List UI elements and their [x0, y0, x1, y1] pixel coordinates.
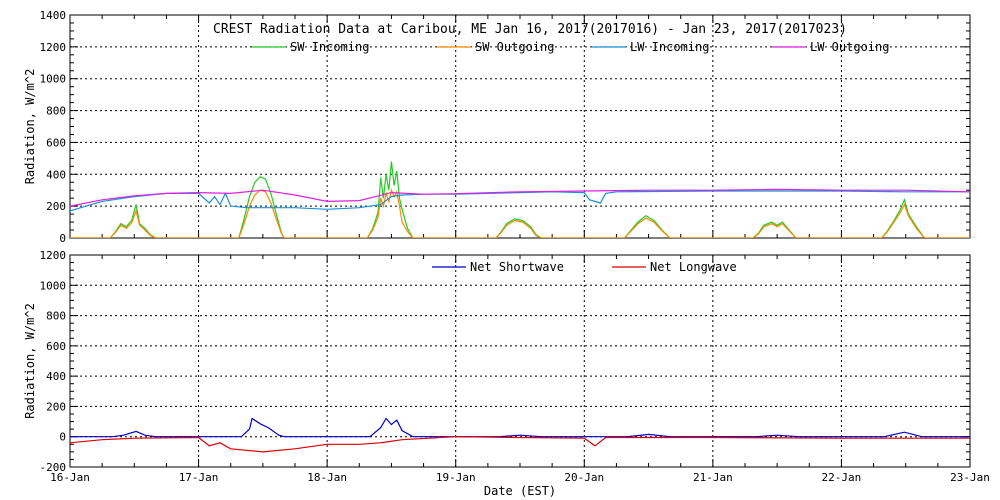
panel1-y-axis-label: Radiation, W/m^2	[23, 69, 37, 185]
panel2-y-axis-label: Radiation, W/m^2	[23, 303, 37, 419]
x-tick-label-20-jan: 20-Jan	[564, 471, 604, 484]
x-tick-label-23-jan: 23-Jan	[950, 471, 990, 484]
x-tick-label-17-jan: 17-Jan	[179, 471, 219, 484]
panel2-y-tick-label: 0	[59, 431, 66, 444]
x-tick-label-22-jan: 22-Jan	[822, 471, 862, 484]
panel1-y-tick-label: 1000	[40, 73, 67, 86]
panel2-y-tick-label: 1000	[40, 279, 67, 292]
series-line-sw-outgoing	[70, 188, 970, 238]
panel1-chart-title: CREST Radiation Data at Caribou, ME Jan …	[213, 22, 847, 37]
panel2-y-tick-label: 1200	[40, 249, 67, 262]
x-tick-label-16-jan: 16-Jan	[50, 471, 90, 484]
legend-label-sw-outgoing: SW Outgoing	[475, 40, 554, 54]
x-tick-label-18-jan: 18-Jan	[307, 471, 347, 484]
series-line-sw-incoming	[70, 161, 970, 238]
series-line-lw-incoming	[70, 190, 970, 212]
legend-label-sw-incoming: SW Incoming	[290, 40, 369, 54]
panel1-y-tick-label: 200	[46, 200, 66, 213]
panel1-y-tick-label: 0	[59, 232, 66, 245]
legend-label-lw-outgoing: LW Outgoing	[810, 40, 889, 54]
legend-label-net-shortwave: Net Shortwave	[470, 260, 564, 274]
x-tick-label-19-jan: 19-Jan	[436, 471, 476, 484]
x-tick-label-21-jan: 21-Jan	[693, 471, 733, 484]
x-axis-label: Date (EST)	[484, 484, 556, 498]
panel1-y-tick-label: 1400	[40, 9, 67, 22]
panel1-y-tick-label: 1200	[40, 41, 67, 54]
panel2-y-tick-label: 600	[46, 340, 66, 353]
panel2-y-tick-label: -200	[40, 461, 67, 474]
series-line-net-longwave	[70, 436, 970, 453]
panel1-y-tick-label: 600	[46, 136, 66, 149]
panel2-y-tick-label: 200	[46, 400, 66, 413]
panel2-y-tick-label: 400	[46, 370, 66, 383]
panel1-y-tick-label: 400	[46, 168, 66, 181]
legend-label-net-longwave: Net Longwave	[650, 260, 737, 274]
series-line-net-shortwave	[70, 417, 970, 438]
panel1-y-tick-label: 800	[46, 105, 66, 118]
series-line-lw-outgoing	[70, 188, 970, 207]
legend-label-lw-incoming: LW Incoming	[630, 40, 709, 54]
panel2-y-tick-label: 800	[46, 310, 66, 323]
